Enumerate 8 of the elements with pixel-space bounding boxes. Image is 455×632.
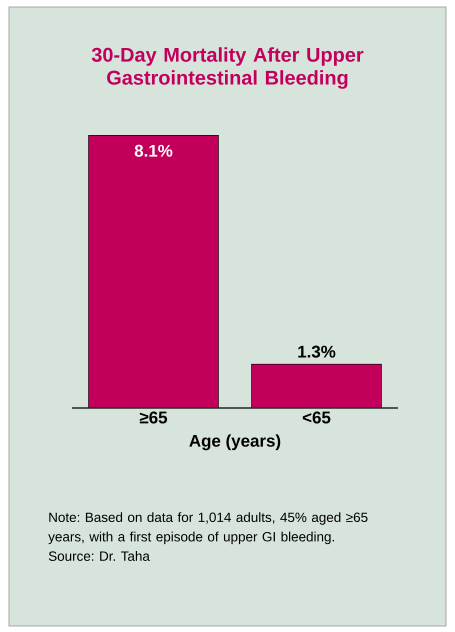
x-tick-label: ≥65 bbox=[140, 412, 168, 424]
x-tick-label: <65 bbox=[302, 412, 330, 424]
text: Note: Based on data for 1,014 adults, 45% aged ≥65 years, with a first episode of upper GI bleeding. bbox=[48, 512, 368, 544]
x-axis-title: Age (years) bbox=[189, 434, 280, 450]
source-note: Source: Dr. Taha bbox=[48, 551, 150, 561]
data-label: 1.3% bbox=[298, 346, 336, 358]
data-label: 8.1% bbox=[134, 144, 172, 157]
chart-title: 30-Day Mortality After Upper Gastrointestinal Bleeding bbox=[92, 47, 364, 89]
